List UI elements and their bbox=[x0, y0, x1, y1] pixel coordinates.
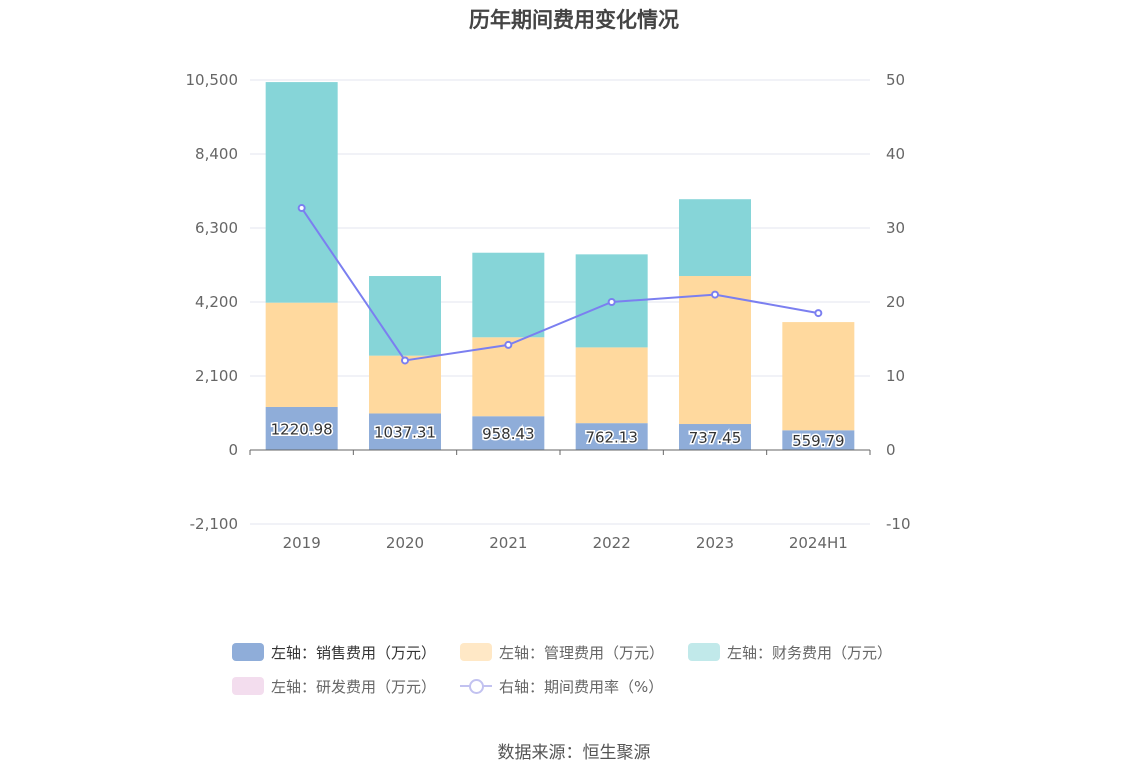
category-label: 2024H1 bbox=[789, 534, 848, 552]
data-label: 958.43 bbox=[482, 425, 535, 443]
legend: 左轴：销售费用（万元） 左轴：管理费用（万元） 左轴：财务费用（万元） 左轴：研… bbox=[232, 640, 932, 708]
left-tick-label: 6,300 bbox=[195, 219, 238, 237]
right-tick-label: 20 bbox=[886, 293, 905, 311]
data-label: 559.79 bbox=[792, 432, 845, 450]
bar-segment bbox=[369, 355, 441, 414]
legend-swatch-admin bbox=[460, 643, 493, 661]
left-tick-label: 2,100 bbox=[195, 367, 238, 385]
bar-segment bbox=[679, 199, 751, 277]
bar-segment bbox=[575, 423, 648, 450]
left-tick-label: 10,500 bbox=[186, 71, 239, 89]
legend-swatch-finance bbox=[688, 643, 721, 661]
legend-item-sales[interactable]: 左轴：销售费用（万元） bbox=[232, 642, 436, 663]
category-label: 2021 bbox=[489, 534, 527, 552]
bar-segment bbox=[472, 337, 545, 417]
bar-segment bbox=[679, 276, 751, 425]
bar-segment bbox=[369, 276, 441, 356]
rate-point bbox=[297, 204, 306, 213]
left-tick-label: -2,100 bbox=[190, 515, 238, 533]
right-tick-label: 30 bbox=[886, 219, 905, 237]
category-label: 2023 bbox=[696, 534, 734, 552]
bar-segment bbox=[575, 347, 648, 424]
right-tick-label: 40 bbox=[886, 145, 905, 163]
data-label: 737.45 bbox=[689, 429, 742, 447]
right-tick-label: -10 bbox=[886, 515, 911, 533]
rate-point bbox=[711, 290, 719, 299]
bar-segment bbox=[472, 252, 545, 338]
source-note: 数据来源：恒生聚源 bbox=[497, 743, 651, 763]
data-label: 1220.98 bbox=[271, 420, 333, 438]
legend-label-rate: 右轴：期间费用率（%） bbox=[499, 677, 664, 696]
right-tick-label: 0 bbox=[886, 441, 896, 459]
bar-segment bbox=[265, 82, 338, 303]
chart-title: 历年期间费用变化情况 bbox=[469, 8, 679, 32]
legend-item-finance[interactable]: 左轴：财务费用（万元） bbox=[688, 642, 892, 663]
data-label: 1037.31 bbox=[374, 424, 436, 442]
legend-item-admin[interactable]: 左轴：管理费用（万元） bbox=[460, 642, 664, 663]
left-tick-label: 8,400 bbox=[195, 145, 238, 163]
rate-line bbox=[300, 207, 819, 362]
data-label: 762.13 bbox=[585, 429, 638, 447]
legend-swatch-rnd bbox=[232, 677, 264, 695]
category-label: 2020 bbox=[386, 534, 424, 552]
legend-swatch-rate bbox=[460, 677, 493, 695]
bar-segment bbox=[369, 413, 441, 450]
legend-item-rate[interactable]: 右轴：期间费用率（%） bbox=[460, 676, 663, 697]
bar-segment bbox=[679, 424, 751, 450]
category-label: 2022 bbox=[593, 534, 631, 552]
legend-label-sales: 左轴：销售费用（万元） bbox=[271, 643, 437, 662]
rate-point bbox=[607, 298, 616, 306]
legend-label-rnd: 左轴：研发费用（万元） bbox=[271, 677, 437, 696]
legend-swatch-sales bbox=[232, 643, 264, 661]
bar-segment bbox=[265, 406, 338, 450]
left-tick-label: 4,200 bbox=[195, 293, 238, 311]
left-tick-label: 0 bbox=[228, 441, 238, 459]
legend-label-finance: 左轴：财务费用（万元） bbox=[727, 643, 893, 662]
bar-segment bbox=[472, 416, 545, 450]
rate-point bbox=[401, 356, 409, 365]
category-label: 2019 bbox=[283, 534, 321, 552]
bar-segment bbox=[265, 302, 338, 407]
bar-segment bbox=[782, 322, 855, 431]
right-tick-label: 50 bbox=[886, 71, 905, 89]
rate-point bbox=[814, 309, 823, 318]
rate-point bbox=[504, 340, 513, 349]
legend-item-rnd[interactable]: 左轴：研发费用（万元） bbox=[232, 676, 436, 697]
bar-segment bbox=[782, 430, 855, 450]
right-tick-label: 10 bbox=[886, 367, 905, 385]
legend-label-admin: 左轴：管理费用（万元） bbox=[499, 643, 665, 662]
